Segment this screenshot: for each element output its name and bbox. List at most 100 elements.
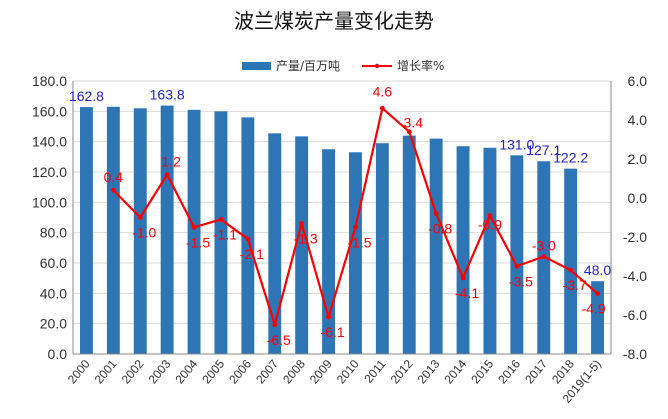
bar: [564, 168, 578, 354]
x-tick-label: 2009: [307, 357, 335, 387]
bar: [160, 105, 174, 354]
x-tick-label: 2002: [119, 357, 147, 387]
growth-point: [326, 314, 331, 320]
line-data-label: -0.8: [428, 221, 452, 237]
growth-point: [164, 172, 170, 178]
bar-series: [79, 105, 605, 355]
bar: [375, 143, 389, 354]
line-data-label: -4.9: [581, 301, 605, 317]
legend-bar-label: 产量/百万吨: [276, 59, 340, 73]
bar: [268, 133, 282, 354]
bar: [402, 135, 416, 354]
growth-point: [433, 211, 439, 217]
x-tick-label: 2001: [92, 357, 120, 387]
growth-point: [245, 236, 251, 242]
right-y-tick-label: 4.0: [628, 112, 648, 128]
line-data-label: -4.1: [455, 285, 479, 301]
line-data-label: 3.4: [404, 115, 424, 131]
line-data-label: -1.1: [213, 226, 237, 242]
x-tick-label: 2016: [495, 357, 523, 387]
bar: [79, 107, 93, 354]
line-data-label: -3.0: [532, 238, 556, 254]
line-data-label: -3.5: [509, 273, 533, 289]
x-tick-label: 2012: [388, 357, 416, 387]
x-tick-label: 2007: [253, 357, 281, 387]
x-tick-label: 2010: [334, 357, 362, 387]
bar: [187, 109, 201, 354]
left-y-tick-label: 100.0: [32, 194, 67, 210]
bar-data-label: 131.0: [499, 136, 534, 152]
line-data-label: -1.3: [294, 230, 318, 246]
bar: [106, 106, 120, 355]
x-tick-label: 2013: [415, 357, 443, 387]
line-data-label: 1.2: [161, 154, 181, 170]
chart-title: 波兰煤炭产量变化走势: [234, 9, 434, 33]
growth-point: [353, 224, 358, 230]
growth-point: [568, 267, 574, 273]
growth-point: [110, 187, 116, 193]
bar: [214, 111, 228, 354]
line-data-label: 4.6: [373, 83, 393, 99]
bar: [241, 117, 255, 355]
left-y-tick-label: 140.0: [32, 134, 67, 150]
growth-point: [487, 213, 493, 218]
bar-data-label: 48.0: [584, 262, 611, 278]
bar: [510, 155, 524, 354]
x-tick-label: 2011: [361, 357, 389, 386]
left-y-tick-label: 40.0: [40, 285, 67, 301]
bar: [483, 147, 497, 354]
line-data-label: -6.5: [267, 332, 291, 348]
legend-line-marker: [374, 63, 380, 69]
left-y-tick-label: 120.0: [32, 164, 67, 180]
bar: [591, 281, 605, 354]
bar-data-label: 163.8: [150, 87, 185, 103]
line-series: [110, 105, 600, 328]
growth-point: [406, 129, 412, 135]
growth-point: [595, 291, 600, 296]
right-y-tick-label: -6.0: [623, 307, 647, 323]
growth-point: [541, 254, 547, 259]
x-tick-label: 2004: [172, 357, 200, 387]
x-tick-label: 2008: [280, 357, 308, 387]
legend-line-label: 增长率%: [397, 58, 444, 73]
growth-point: [272, 322, 278, 328]
x-tick-label: 2005: [199, 357, 227, 387]
left-y-tick-label: 180.0: [32, 73, 67, 89]
line-data-label: -0.9: [478, 217, 502, 233]
gridlines: [73, 80, 611, 355]
growth-point: [137, 215, 143, 220]
x-ticks: 2000 2001 2002 2003 2004 2005 2006 2007 2008 2009…: [65, 357, 604, 406]
growth-point: [218, 217, 224, 222]
x-tick-label: 2003: [146, 357, 174, 387]
bar-data-label: 122.2: [553, 150, 588, 166]
x-tick-label: 2006: [226, 357, 254, 387]
legend: 产量/百万吨 增长率%: [242, 58, 444, 73]
right-y-ticks: -8.0 -6.0 -4.0 -2.0 0.0 2.0 4.0 6.0: [623, 73, 647, 362]
right-y-tick-label: 2.0: [628, 151, 648, 167]
axes: [72, 81, 612, 355]
left-y-tick-label: 60.0: [40, 255, 67, 271]
legend-bar-swatch: [242, 62, 271, 70]
growth-point: [514, 263, 520, 269]
x-tick-label: 2000: [65, 357, 93, 387]
bar: [348, 152, 362, 354]
x-tick-label: 2014: [441, 357, 469, 387]
left-y-tick-label: 20.0: [40, 316, 67, 332]
bar: [456, 146, 470, 354]
left-y-ticks: 0.0 20.0 40.0 60.0 80.0 100.0 120.0 140.0 160.0 1…: [32, 73, 67, 362]
line-data-label: -3.7: [563, 277, 587, 293]
right-y-tick-label: -8.0: [623, 346, 647, 362]
line-data-label: -2.1: [240, 246, 264, 262]
growth-point: [379, 105, 385, 111]
left-y-tick-label: 0.0: [48, 346, 68, 362]
left-y-tick-label: 160.0: [32, 103, 67, 119]
bar: [429, 138, 443, 354]
left-y-tick-label: 80.0: [40, 225, 67, 241]
right-y-tick-label: 6.0: [628, 73, 648, 89]
bar-data-label: 162.8: [69, 88, 104, 104]
right-y-tick-label: -2.0: [623, 229, 647, 245]
line-data-label: -1.0: [132, 225, 156, 241]
line-data-label: 0.4: [104, 169, 124, 185]
